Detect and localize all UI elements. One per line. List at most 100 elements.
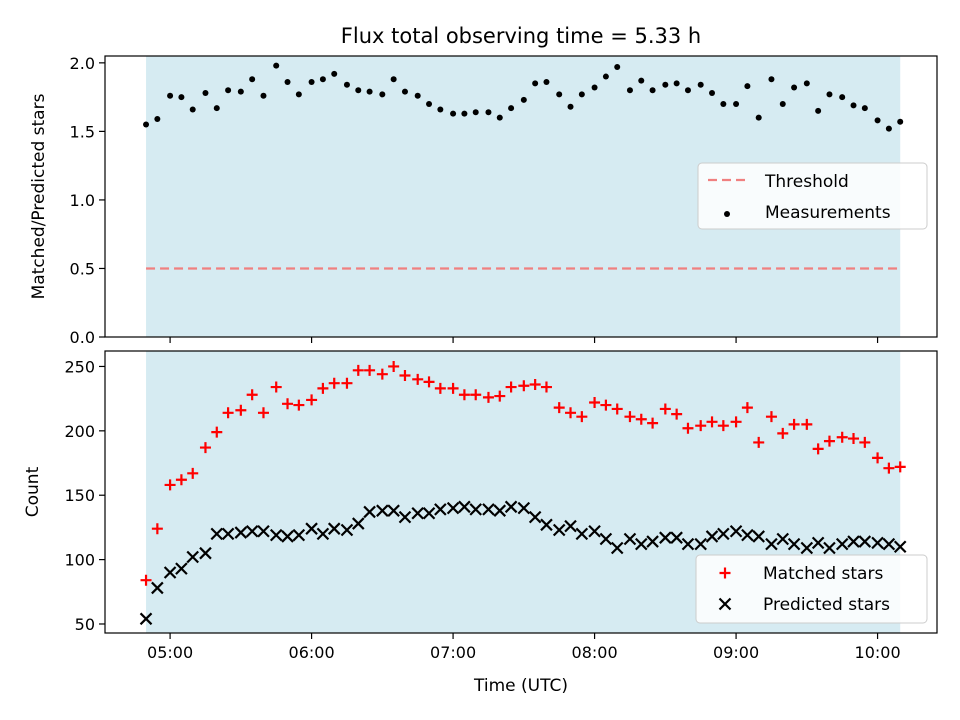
- measurement-point: [684, 87, 691, 94]
- predicted-star-point: [139, 612, 153, 626]
- measurement-point: [709, 90, 716, 97]
- predicted-star-point: [835, 537, 849, 551]
- legend-predicted-handle: [718, 597, 732, 611]
- predicted-star-point: [765, 537, 778, 551]
- matched-star-point: [328, 377, 340, 389]
- matched-star-point: [848, 433, 860, 445]
- predicted-star-point: [327, 522, 341, 535]
- predicted-star-point: [411, 506, 424, 520]
- matched-star-point: [482, 391, 494, 403]
- measurement-point: [273, 62, 280, 69]
- measurement-point: [331, 70, 338, 77]
- matched-star-point: [388, 360, 400, 372]
- measurement-point: [874, 117, 881, 124]
- matched-star-point: [540, 381, 552, 393]
- matched-star-point: [695, 420, 707, 432]
- predicted-star-point: [305, 522, 318, 535]
- x-tick-label: 08:00: [572, 643, 618, 662]
- matched-star-point: [518, 380, 530, 392]
- legend-box: [697, 162, 928, 230]
- x-tick-label: 05:00: [147, 643, 193, 662]
- matched-star-point: [836, 431, 848, 443]
- predicted-star-point: [681, 537, 695, 551]
- y-tick-label: 0.5: [70, 259, 95, 278]
- matched-star-point: [434, 382, 446, 394]
- predicted-star-point: [540, 518, 553, 532]
- y-tick-label: 250: [64, 357, 95, 376]
- measurement-point: [885, 125, 892, 132]
- legend-matched-handle: [719, 567, 731, 579]
- matched-star-point: [730, 416, 742, 428]
- matched-star-point: [423, 376, 435, 388]
- matched-star-point: [140, 574, 152, 586]
- matched-star-point: [270, 381, 282, 393]
- predicted-star-point: [245, 524, 259, 538]
- y-tick-label: 200: [64, 422, 95, 441]
- matched-star-point: [222, 407, 234, 419]
- predicted-star-point: [221, 527, 235, 541]
- predicted-star-point: [575, 527, 589, 541]
- matched-star-point: [823, 435, 835, 447]
- predicted-star-point: [234, 526, 248, 539]
- measurement-point: [638, 77, 645, 84]
- measurement-point: [496, 114, 503, 121]
- matched-star-point: [565, 407, 577, 419]
- predicted-star-point: [599, 532, 613, 546]
- predicted-star-point: [776, 532, 790, 546]
- measurement-point: [602, 73, 609, 80]
- measurement-point: [366, 88, 373, 95]
- measurement-point: [791, 84, 798, 91]
- matched-star-point: [611, 403, 623, 415]
- measurement-point: [673, 80, 680, 87]
- y-tick-label: 50: [75, 615, 95, 634]
- predicted-star-point: [811, 536, 825, 550]
- predicted-star-point: [398, 510, 412, 524]
- measurement-point: [614, 63, 621, 70]
- measurement-point: [295, 91, 302, 98]
- measurement-point: [662, 81, 669, 88]
- predicted-star-point: [564, 519, 577, 533]
- predicted-star-point: [517, 501, 531, 515]
- matched-star-point: [777, 427, 789, 439]
- measurement-point: [755, 114, 762, 121]
- matched-star-point: [412, 373, 424, 385]
- predicted-star-point: [376, 504, 389, 517]
- measurement-point: [733, 100, 740, 107]
- matched-star-point: [164, 479, 176, 491]
- predicted-star-point: [847, 535, 860, 548]
- bottom-legend: Matched stars Predicted stars: [695, 554, 928, 624]
- measurement-point: [744, 83, 751, 90]
- predicted-star-point: [694, 537, 707, 551]
- matched-star-point: [801, 418, 813, 430]
- measurement-point: [249, 76, 256, 83]
- measurement-point: [649, 87, 656, 94]
- matched-star-point: [624, 411, 636, 423]
- predicted-star-point: [670, 531, 683, 544]
- measurement-point: [308, 79, 315, 86]
- x-tick-label: 06:00: [289, 643, 335, 662]
- measurement-point: [343, 81, 350, 88]
- measurement-point: [154, 116, 161, 123]
- predicted-star-point: [882, 537, 896, 551]
- measurement-point: [319, 76, 326, 83]
- x-tick-label: 09:00: [713, 643, 759, 662]
- matched-star-point: [293, 399, 305, 411]
- predicted-star-point: [659, 531, 672, 544]
- matched-star-point: [447, 382, 459, 394]
- x-tick-label: 10:00: [855, 643, 901, 662]
- measurement-point: [839, 94, 846, 101]
- predicted-star-point: [281, 530, 294, 543]
- measurement-point: [225, 87, 232, 94]
- measurement-point: [461, 110, 468, 117]
- matched-star-point: [175, 474, 187, 486]
- measurement-point: [437, 106, 444, 113]
- predicted-star-point: [163, 566, 177, 579]
- predicted-star-point: [634, 537, 648, 551]
- y-tick-label: 1.5: [70, 122, 95, 141]
- measurement-point: [826, 91, 833, 98]
- measurement-point: [485, 109, 492, 116]
- matched-star-point: [494, 390, 506, 402]
- measurement-point: [861, 105, 868, 112]
- measurement-point: [815, 107, 822, 114]
- top-y-axis-label: Matched/Predicted stars: [29, 93, 49, 299]
